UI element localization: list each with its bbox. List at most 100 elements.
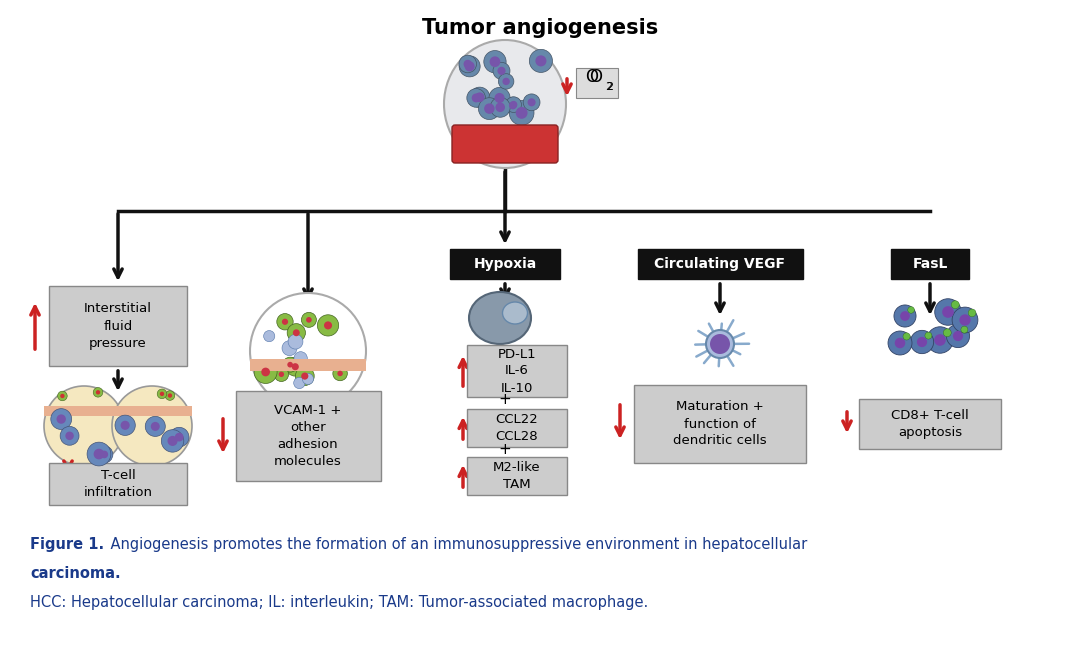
Circle shape: [459, 55, 476, 73]
FancyBboxPatch shape: [634, 385, 806, 463]
Circle shape: [276, 314, 293, 330]
FancyBboxPatch shape: [453, 125, 558, 163]
Circle shape: [254, 361, 278, 384]
Circle shape: [953, 331, 963, 341]
Text: +: +: [499, 392, 511, 407]
Text: Tumor angiogenesis: Tumor angiogenesis: [422, 18, 658, 38]
Circle shape: [294, 377, 305, 388]
Circle shape: [946, 325, 970, 348]
Circle shape: [287, 323, 306, 342]
Circle shape: [908, 306, 915, 313]
Circle shape: [927, 327, 954, 353]
Circle shape: [60, 394, 65, 398]
Circle shape: [969, 309, 976, 317]
Circle shape: [167, 436, 177, 446]
Circle shape: [509, 102, 517, 110]
FancyBboxPatch shape: [467, 457, 567, 495]
Text: T-cell
infiltration: T-cell infiltration: [83, 469, 152, 499]
Circle shape: [505, 97, 522, 112]
Circle shape: [57, 391, 67, 401]
Text: Maturation +
function of
dendritic cells: Maturation + function of dendritic cells: [673, 401, 767, 447]
Circle shape: [467, 89, 486, 108]
Circle shape: [293, 329, 300, 337]
Circle shape: [510, 101, 517, 108]
Circle shape: [934, 334, 946, 346]
Circle shape: [286, 358, 305, 376]
Circle shape: [943, 329, 951, 337]
Circle shape: [495, 93, 504, 103]
Circle shape: [484, 104, 495, 114]
Circle shape: [516, 107, 527, 119]
FancyBboxPatch shape: [576, 68, 618, 98]
Circle shape: [96, 390, 100, 394]
Text: O: O: [589, 68, 602, 86]
Text: HCC: Hepatocellular carcinoma; IL: interleukin; TAM: Tumor-associated macrophage: HCC: Hepatocellular carcinoma; IL: inter…: [30, 594, 648, 609]
Circle shape: [94, 449, 105, 459]
Circle shape: [917, 337, 927, 347]
Circle shape: [96, 446, 112, 463]
Circle shape: [910, 331, 933, 354]
Circle shape: [146, 417, 165, 436]
FancyBboxPatch shape: [450, 249, 561, 279]
Circle shape: [292, 363, 299, 370]
Circle shape: [470, 87, 490, 108]
Circle shape: [478, 98, 500, 119]
FancyBboxPatch shape: [637, 249, 802, 279]
Circle shape: [158, 389, 166, 399]
Text: M2-like
TAM: M2-like TAM: [494, 461, 541, 491]
Circle shape: [464, 61, 475, 72]
Circle shape: [44, 386, 124, 466]
FancyBboxPatch shape: [112, 406, 192, 416]
Circle shape: [288, 334, 303, 349]
Circle shape: [490, 97, 510, 117]
Circle shape: [496, 102, 505, 112]
Circle shape: [523, 94, 540, 111]
Circle shape: [301, 312, 316, 327]
Circle shape: [175, 433, 184, 441]
FancyBboxPatch shape: [467, 409, 567, 447]
Text: Angiogenesis promotes the formation of an immunosuppressive environment in hepat: Angiogenesis promotes the formation of a…: [92, 537, 807, 552]
Circle shape: [903, 333, 910, 340]
FancyBboxPatch shape: [49, 286, 187, 366]
Circle shape: [951, 300, 959, 309]
Circle shape: [710, 334, 730, 354]
Circle shape: [472, 93, 481, 102]
Circle shape: [498, 67, 505, 75]
Circle shape: [274, 367, 288, 382]
Circle shape: [295, 367, 314, 386]
Circle shape: [942, 306, 954, 318]
Circle shape: [459, 56, 481, 77]
Text: CCL22
CCL28: CCL22 CCL28: [496, 413, 538, 443]
Circle shape: [121, 420, 130, 430]
Circle shape: [93, 388, 103, 397]
FancyBboxPatch shape: [249, 359, 366, 371]
Circle shape: [283, 357, 298, 372]
Circle shape: [249, 293, 366, 409]
Circle shape: [894, 305, 916, 327]
Text: +: +: [499, 443, 511, 457]
Circle shape: [170, 427, 189, 447]
FancyBboxPatch shape: [467, 345, 567, 397]
Circle shape: [114, 415, 135, 436]
FancyBboxPatch shape: [44, 406, 124, 416]
Text: CD8+ T-cell
apoptosis: CD8+ T-cell apoptosis: [891, 409, 969, 439]
Circle shape: [261, 367, 270, 377]
FancyBboxPatch shape: [891, 249, 969, 279]
Circle shape: [484, 51, 507, 73]
Circle shape: [264, 331, 274, 342]
Circle shape: [151, 422, 160, 431]
Text: 2: 2: [606, 82, 613, 92]
Circle shape: [282, 319, 288, 325]
Text: O: O: [585, 68, 598, 86]
Circle shape: [56, 415, 66, 424]
Circle shape: [161, 430, 184, 452]
Ellipse shape: [502, 302, 527, 324]
Circle shape: [306, 317, 312, 323]
Circle shape: [337, 371, 342, 377]
Circle shape: [112, 386, 192, 466]
Circle shape: [504, 97, 522, 113]
Circle shape: [60, 426, 79, 445]
Circle shape: [51, 409, 71, 430]
Text: carcinoma.: carcinoma.: [30, 567, 121, 581]
Circle shape: [282, 340, 297, 356]
